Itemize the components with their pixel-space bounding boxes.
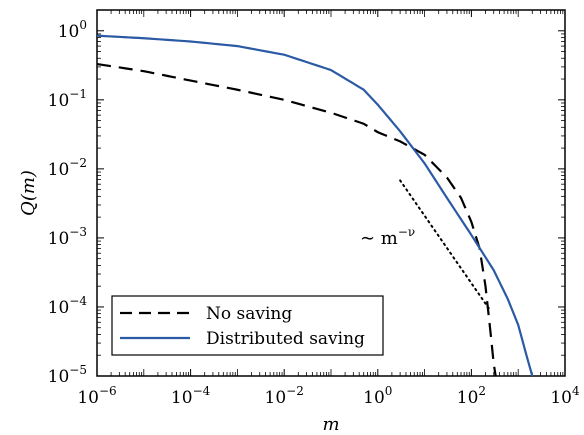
x-tick-base: 10 bbox=[265, 388, 287, 408]
x-tick-label: 10−2 bbox=[265, 384, 304, 408]
y-tick-base: 10 bbox=[58, 22, 80, 42]
y-tick-base: 10 bbox=[48, 160, 70, 180]
power-law-annotation: ∼ m−ν bbox=[360, 225, 415, 249]
series-line-no-saving bbox=[96, 62, 497, 377]
legend-label-no-saving: No saving bbox=[206, 304, 292, 324]
x-tick-label: 10−4 bbox=[171, 384, 211, 408]
y-tick-base: 10 bbox=[48, 229, 70, 249]
y-tick-label: 10−3 bbox=[48, 225, 87, 249]
legend-box bbox=[111, 295, 384, 356]
legend: No saving Distributed saving bbox=[111, 295, 384, 356]
x-tick-label: 10−6 bbox=[77, 384, 116, 408]
y-tick-label: 10−4 bbox=[48, 294, 88, 318]
x-tick-base: 10 bbox=[363, 388, 385, 408]
y-tick-exponent: 0 bbox=[79, 18, 87, 32]
y-tick-label: 100 bbox=[58, 18, 87, 42]
x-tick-exponent: −6 bbox=[99, 384, 117, 398]
x-tick-label: 102 bbox=[457, 384, 486, 408]
y-tick-base: 10 bbox=[48, 367, 70, 387]
annotation-exponent: −ν bbox=[398, 225, 415, 239]
x-tick-exponent: −4 bbox=[193, 384, 211, 398]
y-tick-label: 10−2 bbox=[48, 156, 87, 180]
y-axis-label: Q(m) bbox=[18, 170, 39, 216]
legend-label-distributed-saving: Distributed saving bbox=[206, 329, 365, 349]
y-tick-base: 10 bbox=[48, 298, 70, 318]
y-tick-label: 10−1 bbox=[48, 87, 87, 111]
y-tick-exponent: −5 bbox=[69, 363, 87, 377]
x-tick-exponent: 4 bbox=[572, 384, 580, 398]
x-tick-base: 10 bbox=[457, 388, 479, 408]
y-tick-exponent: −4 bbox=[69, 294, 87, 308]
power-law-reference-line bbox=[399, 179, 492, 312]
data-lines bbox=[96, 34, 534, 377]
annotation-prefix: ∼ m bbox=[360, 228, 398, 249]
y-tick-exponent: −2 bbox=[69, 156, 87, 170]
x-axis-label: m bbox=[322, 414, 339, 435]
x-tick-base: 10 bbox=[171, 388, 193, 408]
series-line-distributed-saving bbox=[96, 34, 534, 377]
x-tick-exponent: −2 bbox=[286, 384, 304, 398]
axis-ticks: 10−6 10−4 10−2 100 102 10410−510−410−310−210−… bbox=[48, 10, 580, 408]
y-tick-exponent: −1 bbox=[69, 87, 87, 101]
x-tick-base: 10 bbox=[550, 388, 572, 408]
y-tick-exponent: −3 bbox=[69, 225, 87, 239]
x-tick-label: 100 bbox=[363, 384, 392, 408]
y-tick-label: 10−5 bbox=[48, 363, 87, 387]
x-tick-base: 10 bbox=[77, 388, 99, 408]
x-tick-exponent: 2 bbox=[478, 384, 486, 398]
x-tick-label: 104 bbox=[550, 384, 580, 408]
x-tick-exponent: 0 bbox=[385, 384, 393, 398]
y-tick-base: 10 bbox=[48, 91, 70, 111]
